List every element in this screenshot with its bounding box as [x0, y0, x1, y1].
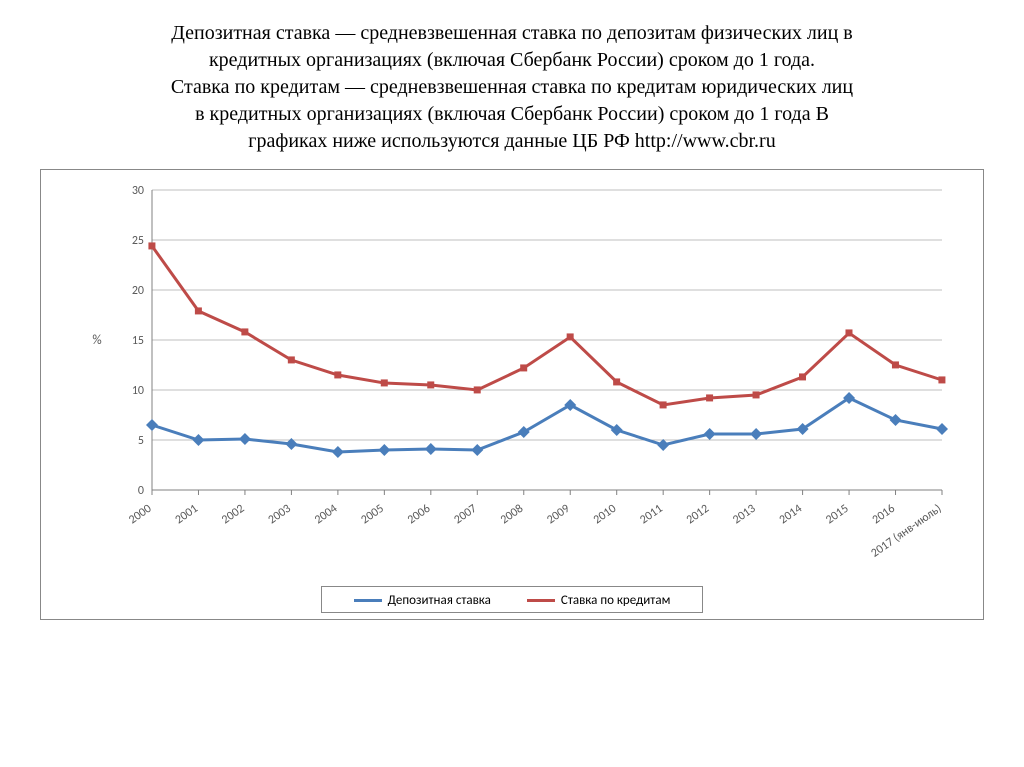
- series-marker: [381, 379, 388, 386]
- x-tick-label: 2011: [638, 502, 666, 527]
- series-marker: [474, 386, 481, 393]
- legend-swatch: [527, 599, 555, 602]
- x-tick-label: 2013: [730, 502, 758, 527]
- svg-text:%: %: [92, 333, 101, 348]
- series-marker: [241, 328, 248, 335]
- series-marker: [890, 414, 902, 426]
- series-marker: [704, 428, 716, 440]
- x-tick-label: 2014: [777, 502, 805, 527]
- series-marker: [148, 242, 155, 249]
- x-tick-label: 2004: [312, 502, 340, 527]
- legend-item: Ставка по кредитам: [527, 593, 670, 608]
- x-axis-labels: 2000 2001 2002 2003 2004 2005 2006 2007 2008 2009…: [49, 500, 975, 580]
- x-tick-label: 2016: [870, 502, 898, 527]
- svg-text:10: 10: [132, 384, 144, 398]
- series-marker: [892, 361, 899, 368]
- legend-label: Депозитная ставка: [388, 593, 491, 608]
- svg-text:25: 25: [132, 234, 144, 248]
- series-line: [152, 398, 942, 452]
- x-tick-label: 2015: [823, 502, 851, 527]
- series-marker: [518, 426, 530, 438]
- page-title: Депозитная ставка — средневзвешенная ста…: [52, 20, 972, 155]
- series-marker: [567, 333, 574, 340]
- series-marker: [471, 444, 483, 456]
- x-tick-label: 2003: [266, 502, 294, 527]
- x-tick-label: 2010: [591, 502, 619, 527]
- series-marker: [938, 376, 945, 383]
- series-marker: [332, 446, 344, 458]
- series-marker: [378, 444, 390, 456]
- series-marker: [146, 419, 158, 431]
- x-tick-label: 2000: [126, 502, 154, 527]
- legend-item: Депозитная ставка: [354, 593, 491, 608]
- series-marker: [192, 434, 204, 446]
- series-marker: [334, 371, 341, 378]
- legend-swatch: [354, 599, 382, 602]
- series-marker: [239, 433, 251, 445]
- chart-container: 051015202530% 20002001200220032004200520…: [40, 169, 984, 620]
- series-marker: [799, 373, 806, 380]
- title-line: Ставка по кредитам — средневзвешенная ст…: [171, 76, 853, 98]
- series-marker: [657, 439, 669, 451]
- x-tick-label: 2008: [498, 502, 526, 527]
- x-tick-label: 2001: [173, 502, 201, 527]
- svg-text:30: 30: [132, 184, 144, 198]
- series-marker: [427, 381, 434, 388]
- series-marker: [750, 428, 762, 440]
- svg-text:5: 5: [138, 434, 144, 448]
- title-line: Депозитная ставка — средневзвешенная ста…: [171, 22, 853, 44]
- title-line: в кредитных организациях (включая Сберба…: [195, 103, 829, 125]
- series-line: [152, 246, 942, 405]
- svg-text:0: 0: [138, 484, 144, 498]
- title-line: графиках ниже используются данные ЦБ РФ …: [248, 130, 775, 152]
- x-tick-label: 2005: [359, 502, 387, 527]
- title-line: кредитных организациях (включая Сбербанк…: [209, 49, 815, 71]
- legend-label: Ставка по кредитам: [561, 593, 670, 608]
- chart-legend: Депозитная ставка Ставка по кредитам: [321, 586, 704, 613]
- series-marker: [288, 356, 295, 363]
- series-marker: [564, 399, 576, 411]
- x-tick-label: 2012: [684, 502, 712, 527]
- svg-text:15: 15: [132, 334, 144, 348]
- x-tick-label: 2002: [219, 502, 247, 527]
- series-marker: [425, 443, 437, 455]
- svg-text:20: 20: [132, 284, 144, 298]
- line-chart-svg: 0 5 10 15 20 25 30%: [49, 180, 975, 500]
- series-marker: [520, 364, 527, 371]
- x-tick-label: 2007: [452, 502, 480, 527]
- chart-plot: 0 5 10 15 20 25 30%: [49, 180, 975, 500]
- series-marker: [660, 401, 667, 408]
- x-tick-label: 2009: [545, 502, 573, 527]
- series-marker: [845, 329, 852, 336]
- series-marker: [613, 378, 620, 385]
- x-tick-label: 2006: [405, 502, 433, 527]
- series-marker: [706, 394, 713, 401]
- series-marker: [611, 424, 623, 436]
- series-marker: [195, 307, 202, 314]
- series-marker: [753, 391, 760, 398]
- series-marker: [936, 423, 948, 435]
